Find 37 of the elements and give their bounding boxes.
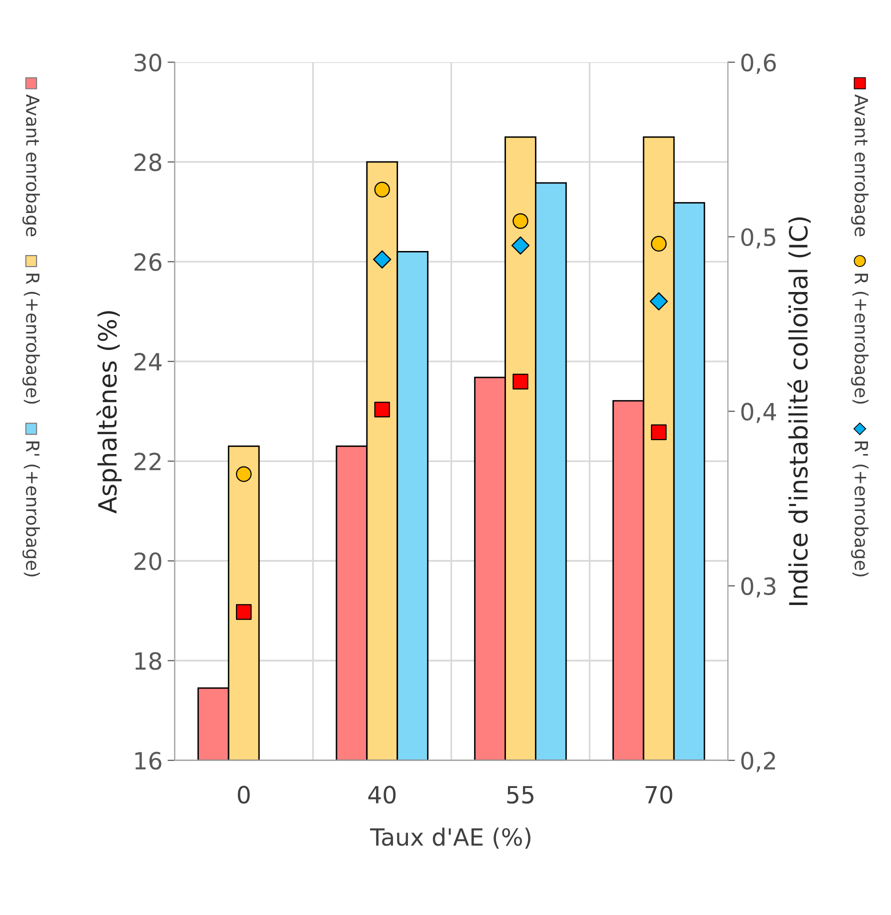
point <box>512 374 528 390</box>
point <box>512 213 528 229</box>
legend-label: Avant enrobage <box>22 94 40 236</box>
point <box>650 292 668 310</box>
point <box>374 402 390 418</box>
y2-axis-title: Indice d'instabilité colloïdal (IC) <box>787 217 811 605</box>
y-tick-label: 30 <box>134 54 162 72</box>
y-tick-label: 20 <box>134 552 162 570</box>
x-tick-label: 40 <box>368 786 396 804</box>
point <box>373 250 392 269</box>
y-tick-label: 22 <box>134 452 160 470</box>
y2-tick-label: 0,2 <box>741 752 775 772</box>
y-axis-title: Asphaltènes (%) <box>96 311 122 514</box>
x-tick-label: 70 <box>646 786 672 804</box>
y-tick-label: 26 <box>134 253 162 271</box>
x-tick-label: 0 <box>238 786 250 804</box>
point <box>236 466 252 482</box>
point <box>650 236 667 252</box>
y-tick-label: 28 <box>134 153 162 172</box>
y2-tick-label: 0,5 <box>741 228 776 248</box>
point <box>236 604 252 620</box>
point <box>650 424 667 440</box>
legend-label: R (+enrobage) <box>851 274 869 404</box>
y2-tick-label: 0,3 <box>741 577 776 598</box>
y2-tick-label: 0,4 <box>741 402 776 424</box>
y-tick-label: 18 <box>135 652 162 670</box>
legend-label: Avant enrobage <box>851 94 869 236</box>
legend-label: R' (+enrobage) <box>851 442 869 576</box>
legend-label: R' (+enrobage) <box>22 442 40 576</box>
point <box>374 182 390 198</box>
point <box>511 236 530 255</box>
y-tick-label: 24 <box>134 352 162 370</box>
x-axis-title: Taux d'AE (%) <box>370 828 530 849</box>
y2-tick-label: 0,6 <box>741 54 776 74</box>
y-tick-label: 16 <box>135 752 162 770</box>
x-tick-label: 55 <box>507 786 534 804</box>
legend-label: R (+enrobage) <box>22 274 40 404</box>
